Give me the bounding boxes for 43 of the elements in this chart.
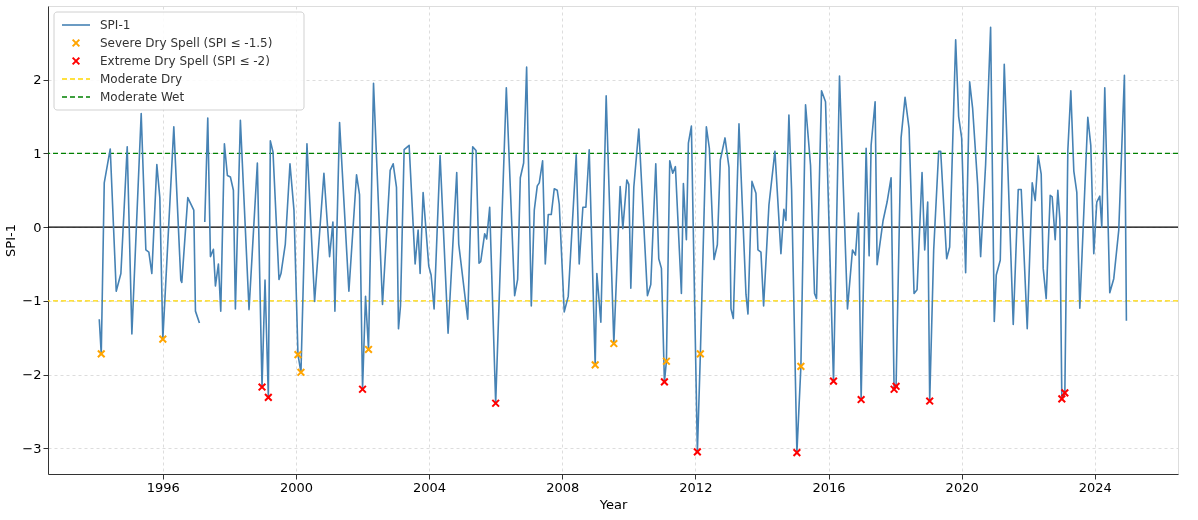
point [158, 334, 168, 344]
y-axis-title: SPI-1 [3, 224, 19, 257]
x-tick-label: 2008 [546, 479, 580, 495]
y-tick-label: 2 [33, 72, 42, 88]
point [364, 345, 373, 354]
point [358, 384, 367, 394]
legend-label: Moderate Dry [100, 72, 183, 86]
legend-label: Moderate Wet [100, 90, 185, 104]
point [792, 448, 802, 457]
x-tick-label: 2004 [413, 479, 447, 495]
point [856, 395, 866, 404]
x-tick-label: 2000 [279, 479, 314, 495]
x-axis-title: Year [598, 496, 628, 512]
x-tick-label: 2020 [945, 479, 979, 495]
legend-label: Extreme Dry Spell (SPI ≤ -2) [100, 54, 270, 68]
legend-label: Severe Dry Spell (SPI ≤ -1.5) [100, 36, 273, 50]
point [609, 339, 619, 348]
y-tick-label: 1 [33, 145, 42, 161]
point [491, 398, 501, 408]
x-tick-label: 1996 [146, 479, 180, 495]
x-tick-label: 2024 [1078, 479, 1112, 495]
point [696, 349, 705, 359]
y-tick-label: −1 [22, 293, 42, 309]
y-tick-label: −3 [22, 440, 42, 456]
point [693, 447, 702, 457]
point [1060, 388, 1070, 398]
x-tick-label: 2016 [812, 479, 846, 495]
point [296, 367, 306, 377]
point [662, 356, 671, 366]
point [590, 360, 600, 370]
point [96, 349, 106, 359]
point [796, 362, 806, 371]
point [1057, 394, 1067, 404]
legend-label: SPI-1 [100, 18, 131, 32]
point [293, 350, 303, 359]
x-tick-label: 2012 [679, 479, 713, 495]
point [660, 377, 669, 387]
point [257, 382, 267, 392]
y-tick-label: −2 [22, 367, 42, 382]
point [829, 376, 838, 386]
point [925, 396, 935, 406]
point [263, 393, 273, 402]
y-tick-label: 0 [33, 219, 42, 235]
